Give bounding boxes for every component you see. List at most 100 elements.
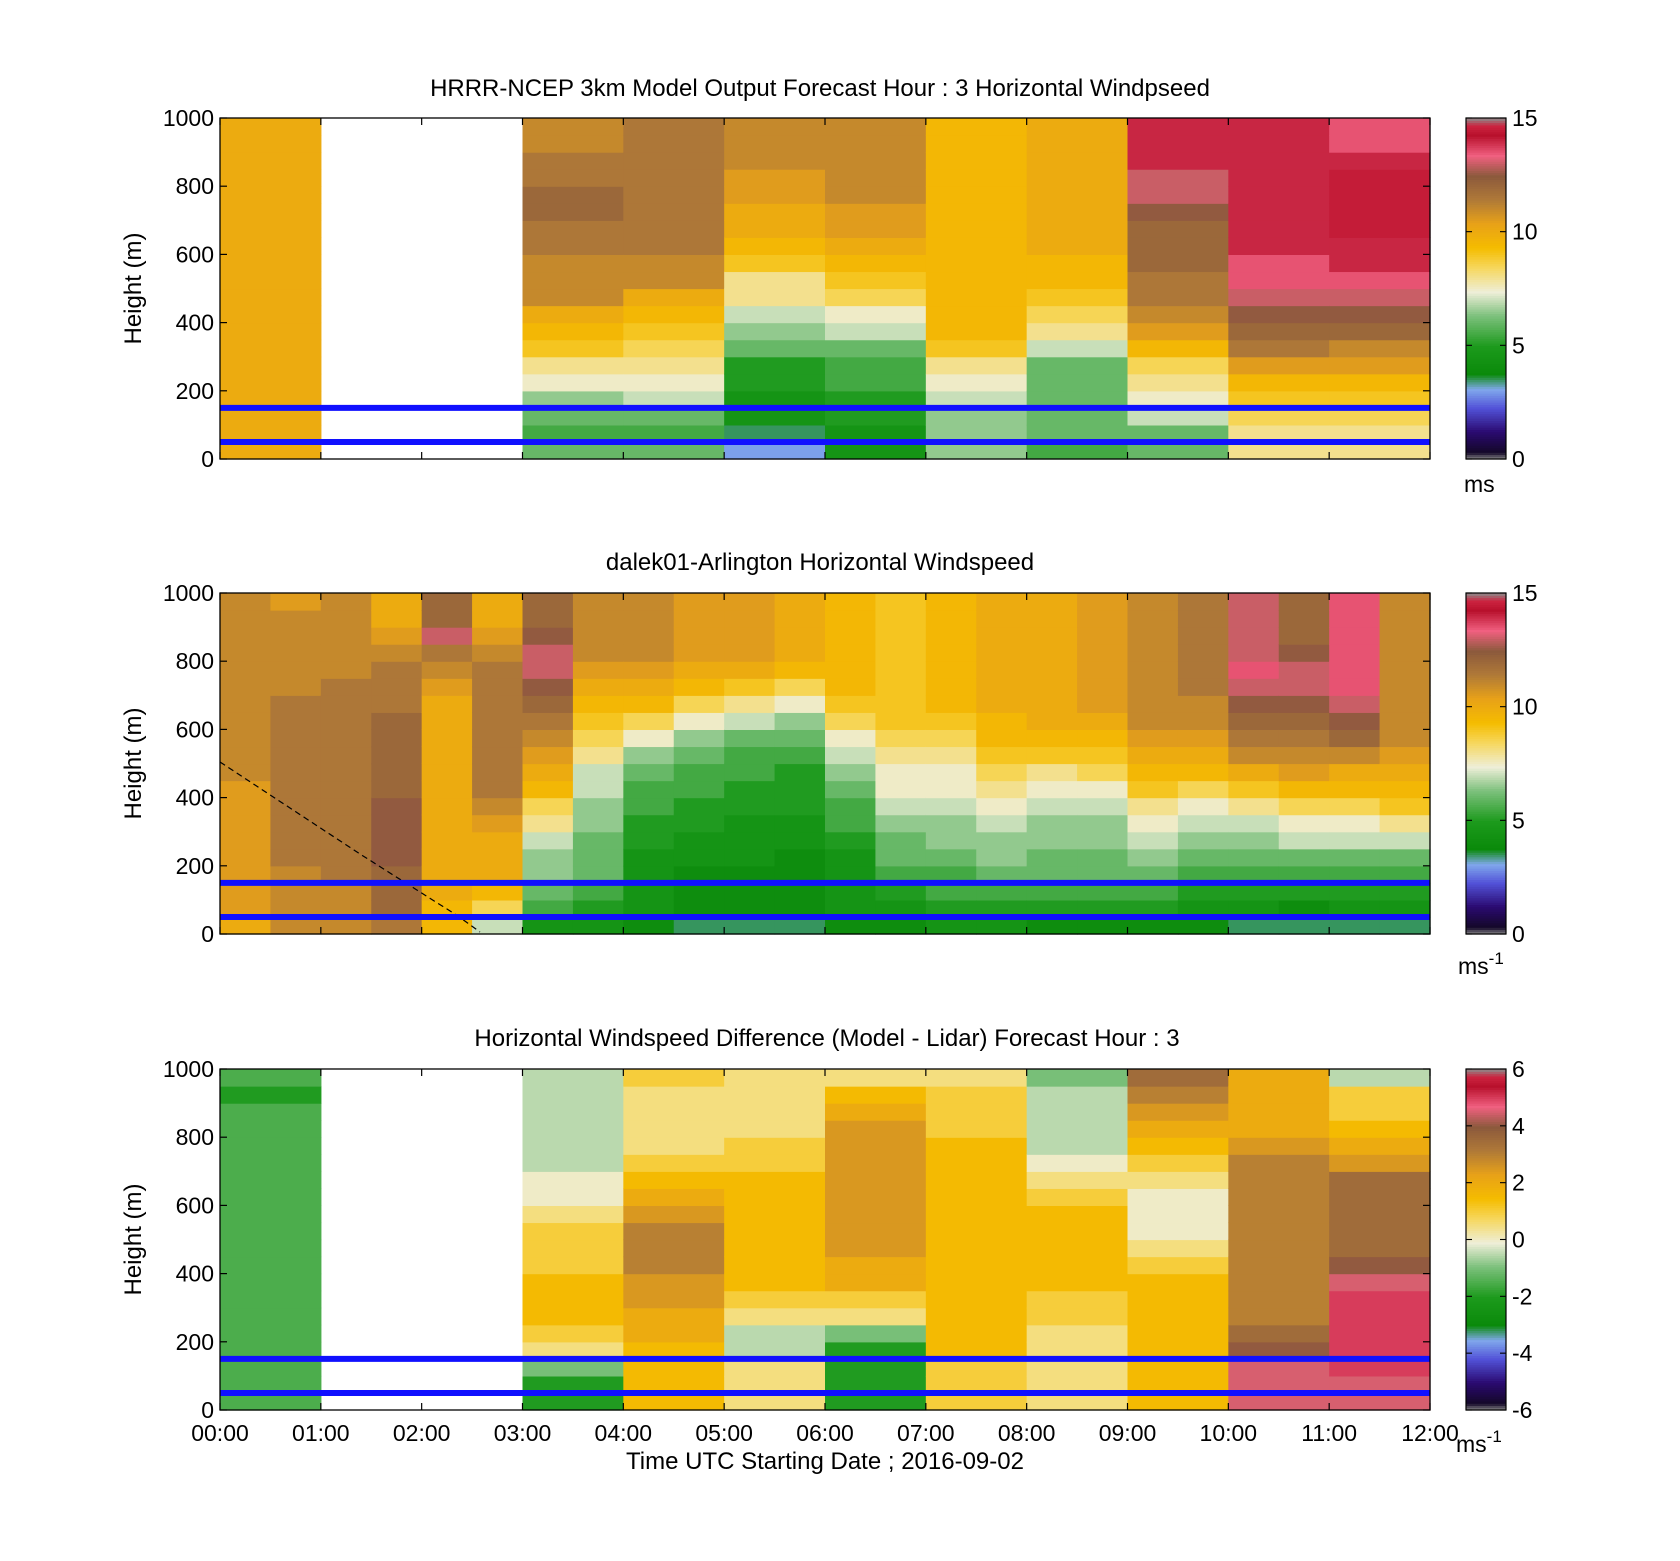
heatmap-cell [1127,729,1179,748]
heatmap-cell [270,865,322,884]
panel-title: dalek01-Arlington Horizontal Windspeed [606,549,1034,576]
heatmap-cell [1329,1256,1431,1275]
colorbar-swatch [1466,172,1506,176]
colorbar-swatch [1466,363,1506,367]
colorbar-swatch [1466,731,1506,735]
colorbar-swatch [1466,1116,1506,1120]
colorbar-swatch [1466,333,1506,337]
heatmap-cell [320,746,372,765]
colorbar-tick-label: 0 [1512,446,1525,472]
heatmap-cell [1278,729,1330,748]
heatmap-cell [1026,610,1078,628]
heatmap-cell [1278,865,1330,884]
heatmap-cell [220,899,272,918]
colorbar-swatch [1466,897,1506,901]
heatmap-cell [1127,356,1229,375]
heatmap-cell [1177,763,1229,782]
heatmap-cell [1329,1341,1431,1360]
x-tick-label: 09:00 [1099,1420,1157,1446]
y-tick-label: 200 [176,378,214,404]
colorbar-swatch [1466,270,1506,274]
colorbar-swatch [1466,279,1506,283]
colorbar-swatch [1466,413,1506,417]
x-axis-label: Time UTC Starting Date ; 2016-09-02 [626,1448,1024,1475]
heatmap-cell [472,814,524,833]
colorbar-swatch [1466,627,1506,630]
colorbar-swatch [1466,249,1506,253]
heatmap-cell [1177,661,1229,679]
colorbar-swatch [1466,440,1506,444]
heatmap-cell [421,593,473,611]
heatmap-cell [1127,339,1229,358]
colorbar-swatch [1466,195,1506,199]
colorbar-swatch [1466,379,1506,383]
heatmap-cell [1278,916,1330,935]
colorbar-swatch [1466,1309,1506,1313]
heatmap-cell [774,610,826,628]
heatmap-cell [572,712,624,730]
colorbar-swatch [1466,331,1506,335]
heatmap-cell [724,135,826,153]
heatmap-cell [1228,1239,1330,1258]
heatmap-cell [522,1392,624,1411]
colorbar-swatch [1466,181,1506,185]
colorbar-swatch [1466,1369,1506,1372]
colorbar-swatch [1466,318,1506,321]
colorbar-swatch [1466,1089,1506,1093]
heatmap-cell [1077,763,1129,782]
colorbar-tick-label: 10 [1512,219,1538,245]
heatmap-cell [320,627,372,645]
heatmap-cell [724,1290,826,1309]
colorbar-swatch [1466,893,1506,896]
heatmap-cell [1379,627,1431,645]
colorbar-swatch [1466,218,1506,221]
heatmap-cell [522,152,624,170]
heatmap-cell [522,1086,624,1104]
heatmap-cell [522,729,574,748]
colorbar-swatch [1466,852,1506,856]
heatmap-cell [522,1341,624,1360]
heatmap-cell [1127,322,1229,341]
colorbar-swatch [1466,606,1506,610]
heatmap-cell [724,780,776,799]
heatmap-cell [220,814,272,833]
heatmap-cell [1127,220,1229,238]
heatmap-cell [522,441,624,460]
heatmap-cell [1228,1307,1330,1326]
colorbar-swatch [1466,406,1506,410]
heatmap-cell [724,1324,826,1343]
colorbar-frame [1465,592,1507,935]
heatmap-cell [724,593,776,611]
heatmap-cell [623,882,675,901]
colorbar-swatch [1466,615,1506,619]
heatmap-cell [1228,729,1280,748]
colorbar-swatch [1466,758,1506,762]
heatmap-cell [320,882,372,901]
colorbar-swatch [1466,1096,1506,1100]
heatmap-cell [1379,831,1431,850]
colorbar-swatch [1466,927,1506,931]
heatmap-cell [1127,1273,1229,1292]
colorbar-swatch [1466,756,1506,760]
heatmap-cell [673,746,725,765]
x-axis: 00:00 01:00 02:00 03:00 04:00 05:00 06:00 07:00… [191,1069,1459,1446]
colorbar-swatch [1466,1319,1506,1322]
colorbar-swatch [1466,738,1506,742]
heatmap-cell [1329,1222,1431,1241]
colorbar-swatch [1466,1362,1506,1366]
heatmap-cell [270,593,322,611]
colorbar-swatch [1466,1298,1506,1302]
colorbar-swatch [1466,811,1506,815]
heatmap-cell [976,763,1028,782]
colorbar-swatch [1466,129,1506,133]
colorbar-swatch [1466,422,1506,426]
colorbar-swatch [1466,845,1506,849]
heatmap-cell [1329,305,1431,324]
colorbar-swatch [1466,733,1506,737]
heatmap-cell [320,695,372,713]
heatmap-cell [1228,1171,1330,1189]
colorbar-swatch [1466,1323,1506,1327]
heatmap-cell [522,1222,624,1241]
heatmap-cell [522,712,574,730]
colorbar-swatch [1466,740,1506,744]
